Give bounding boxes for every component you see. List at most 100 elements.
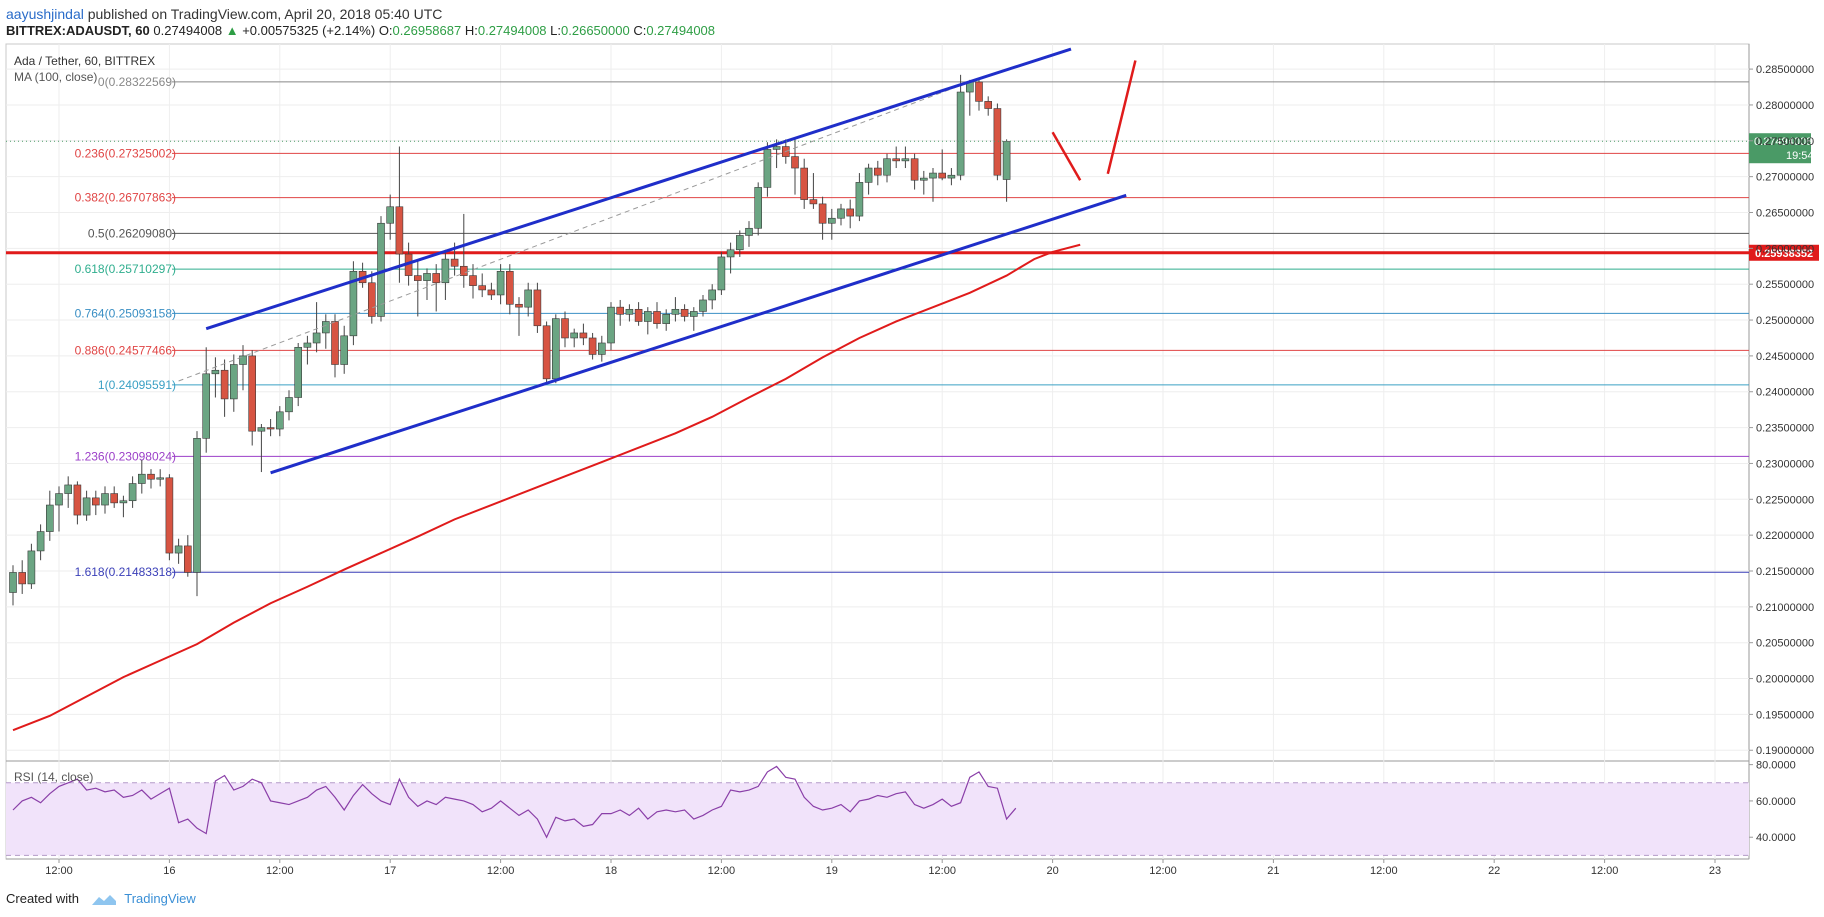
author-link[interactable]: aayushjindal <box>6 6 84 22</box>
rsi-pane: 80.0000 60.0000 40.0000 <box>6 760 1796 856</box>
candle-body <box>570 332 579 339</box>
candle-body <box>367 282 376 317</box>
candle <box>855 173 864 222</box>
candle <box>570 328 579 348</box>
price-tick-label: 0.25000000 <box>1756 315 1814 327</box>
fib-trend-dashed-line <box>178 77 980 382</box>
candle-body <box>496 270 505 296</box>
candle-body <box>202 373 210 439</box>
candle-body <box>883 158 891 176</box>
candle-body <box>432 273 441 284</box>
candle <box>478 273 487 298</box>
candle <box>975 77 983 111</box>
candle <box>818 196 827 240</box>
fib-level-label: 0.5(0.26209080) <box>88 226 176 240</box>
close-value: 0.27494008 <box>646 23 716 38</box>
time-tick-label: 17 <box>384 865 396 877</box>
candle-body <box>975 81 983 102</box>
candle-body <box>386 206 395 224</box>
candle <box>239 345 247 391</box>
candle-body <box>597 342 606 355</box>
candle-body <box>469 275 477 286</box>
candles <box>9 74 1011 606</box>
candle-body <box>82 497 91 516</box>
time-tick-label: 12:00 <box>1591 865 1619 877</box>
ma-line <box>12 243 1081 732</box>
candle-body <box>855 182 864 217</box>
rsi-tick-label: 40.0000 <box>1756 832 1796 844</box>
candle <box>138 459 146 494</box>
candle-body <box>193 438 201 573</box>
candle-body <box>266 427 275 430</box>
support-price-label: 0.25938352 <box>1755 248 1813 260</box>
candle-body <box>892 158 901 162</box>
candle-body <box>873 167 882 176</box>
candle-body <box>800 167 809 200</box>
fibonacci-levels: 0(0.28322569) 0.236(0.27325002) 0.382(0.26… <box>6 75 1819 579</box>
candle-body <box>331 321 339 365</box>
candle-body <box>285 397 293 413</box>
price-tick-label: 0.22500000 <box>1756 494 1814 506</box>
tradingview-link[interactable]: TradingView <box>124 891 196 906</box>
rsi-tick-label: 60.0000 <box>1756 796 1796 808</box>
candle-body <box>542 325 551 380</box>
candle <box>321 314 330 349</box>
candle-body <box>533 289 542 327</box>
candle-body <box>561 318 569 339</box>
candle <box>45 490 54 541</box>
candle-body <box>634 308 643 322</box>
fib-level-label: 0.382(0.26707863) <box>75 191 176 205</box>
candle <box>275 406 284 437</box>
candle <box>73 481 82 525</box>
moving-average <box>12 243 1081 732</box>
candle <box>147 469 155 489</box>
ohlc-header: BITTREX:ADAUSDT, 60 0.27494008 ▲ +0.0057… <box>6 21 715 40</box>
candle-body <box>119 500 128 504</box>
candle-body <box>156 477 164 480</box>
time-tick-label: 12:00 <box>266 865 294 877</box>
candle <box>800 158 809 209</box>
candle-body <box>174 545 183 554</box>
symbol-label: BITTREX:ADAUSDT, 60 <box>6 23 150 38</box>
candle <box>551 314 560 384</box>
candle-body <box>993 108 1002 176</box>
candle <box>634 302 643 326</box>
price-tick-label: 0.20000000 <box>1756 674 1814 686</box>
candle-body <box>919 177 928 181</box>
candle-body <box>230 364 238 400</box>
rsi-tick-label: 80.0000 <box>1756 760 1796 772</box>
candle <box>165 474 174 561</box>
candle <box>837 203 845 226</box>
candle <box>193 431 201 597</box>
time-tick-label: 12:00 <box>708 865 736 877</box>
time-tick-label: 21 <box>1267 865 1279 877</box>
candle <box>919 170 928 195</box>
candle-body <box>303 342 312 348</box>
candle-body <box>312 332 321 344</box>
time-tick-label: 23 <box>1709 865 1721 877</box>
candle <box>588 332 597 360</box>
candle-body <box>211 369 220 375</box>
projection-line <box>1106 60 1137 175</box>
candle <box>82 490 91 521</box>
candle <box>625 304 634 322</box>
candle <box>984 96 993 116</box>
candle-body <box>763 149 772 188</box>
candle-body <box>349 270 358 337</box>
candle-body <box>294 346 303 398</box>
open-label: O: <box>378 23 393 38</box>
candle <box>349 261 358 346</box>
high-value: 0.27494008 <box>477 23 547 38</box>
candle-body <box>837 208 845 219</box>
candle <box>938 149 947 181</box>
candle-body <box>459 265 468 276</box>
price-tick-label: 0.28500000 <box>1756 64 1814 76</box>
candle <box>55 486 63 532</box>
price-tick-label: 0.27000000 <box>1756 172 1814 184</box>
candle-body <box>607 306 615 344</box>
candle-body <box>864 167 873 183</box>
candle-body <box>680 308 689 317</box>
candle-body <box>938 172 947 179</box>
chart-title: Ada / Tether, 60, BITTREX <box>14 54 155 68</box>
